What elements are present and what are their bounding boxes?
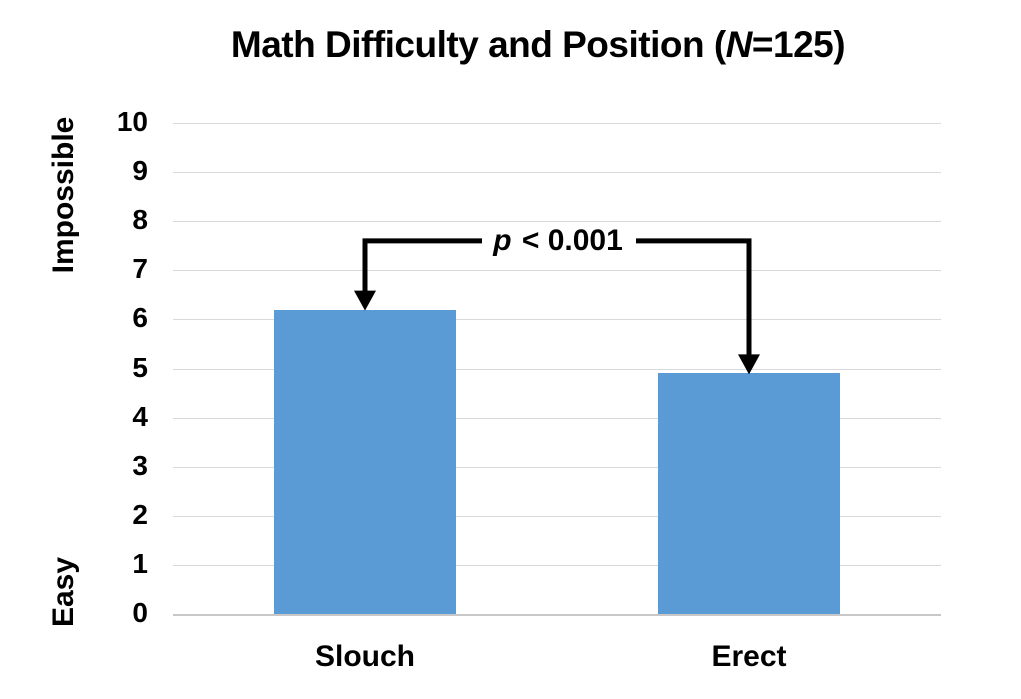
- y-tick-2: 2: [132, 498, 148, 530]
- annotation-p-symbol: p: [493, 224, 512, 257]
- gridline-4: [173, 417, 941, 419]
- bar-erect: [658, 373, 840, 614]
- gridline-0: [173, 614, 941, 616]
- y-tick-7: 7: [132, 253, 148, 285]
- y-tick-8: 8: [132, 204, 148, 236]
- chart-title-italic-n: N: [725, 24, 753, 65]
- y-tick-9: 9: [132, 154, 148, 186]
- y-tick-6: 6: [132, 302, 148, 334]
- plot-area: [173, 123, 941, 616]
- annotation-p-comparison: < 0.001: [513, 224, 623, 257]
- gridline-5: [173, 368, 941, 370]
- y-tick-0: 0: [132, 596, 148, 628]
- gridline-10: [173, 123, 941, 124]
- gridline-7: [173, 270, 941, 272]
- gridline-3: [173, 466, 941, 468]
- gridline-6: [173, 319, 941, 321]
- y-tick-4: 4: [132, 400, 148, 432]
- annotation-p-value: p < 0.001: [479, 224, 637, 258]
- gridline-9: [173, 172, 941, 174]
- x-label-erect: Erect: [711, 640, 787, 673]
- y-tick-10: 10: [116, 105, 148, 137]
- chart-title-suffix: =125): [751, 24, 846, 65]
- y-tick-1: 1: [132, 547, 148, 579]
- chart-title-prefix: Math Difficulty and Position (: [230, 24, 726, 65]
- chart-title: Math Difficulty and Position (N=125): [55, 24, 1021, 66]
- x-label-slouch: Slouch: [314, 640, 415, 673]
- bar-slouch: [274, 309, 456, 614]
- gridline-1: [173, 564, 941, 566]
- y-tick-5: 5: [132, 351, 148, 383]
- gridline-8: [173, 221, 941, 223]
- gridline-2: [173, 515, 941, 517]
- y-axis-label-impossible: Impossible: [47, 116, 80, 274]
- y-tick-3: 3: [132, 449, 148, 481]
